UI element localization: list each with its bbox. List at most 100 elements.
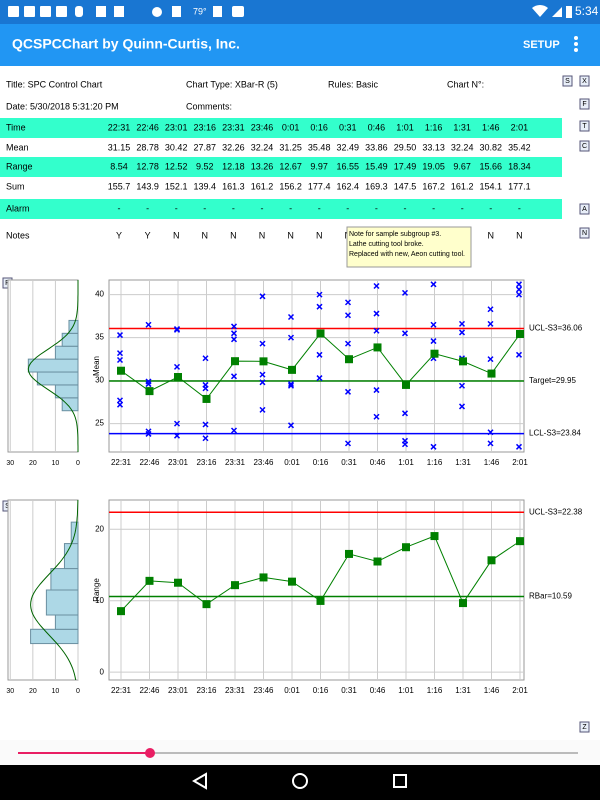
table-cell: N [316,230,323,240]
table-cell: - [461,203,464,213]
x-tick-label: 23:31 [225,686,246,695]
data-marker [516,330,524,339]
note-text: Lathe cutting tool broke. [349,241,424,248]
recents-button[interactable] [393,774,407,788]
setup-button[interactable]: SETUP [523,39,560,51]
table-cell: 17.49 [394,161,417,171]
sample-point [316,375,323,382]
overflow-menu[interactable] [574,36,578,52]
x-tick-label: 23:46 [253,686,274,695]
sample-point [173,420,181,427]
x-tick-label: 2:01 [512,458,528,467]
table-cell: 32.49 [337,142,360,152]
y-tick-label: 40 [95,290,104,299]
data-marker [202,394,211,403]
data-marker [459,599,467,608]
table-cell: - [289,203,292,213]
sample-point [458,320,466,327]
sample-point [344,340,352,347]
sample-point [116,350,124,357]
toggle-button[interactable] [579,203,590,215]
toggle-button[interactable] [579,721,590,733]
x-tick-label: 0:01 [284,686,300,695]
sample-point [202,421,209,428]
table-cell: 143.9 [136,181,159,191]
control-limit-label: UCL-S3=36.06 [529,324,583,333]
sample-point [287,381,295,388]
table-cell: 12.18 [222,161,245,171]
table-cell: 19.05 [422,161,445,171]
data-marker [259,573,268,582]
row-label: Time [6,122,26,132]
table-cell: 12.67 [279,161,302,171]
table-cell: 177.1 [508,181,531,191]
sample-point [487,440,494,447]
x-tick-label: 22:31 [111,458,132,467]
table-cell: 9.97 [310,161,328,171]
rules-info: Rules: Basic [328,79,379,89]
sample-point [145,430,152,437]
y-tick-label: 35 [95,333,104,342]
toggle-button[interactable] [579,227,590,239]
sample-point [401,410,409,417]
x-tick-label: 23:31 [225,458,246,467]
histogram-bar [27,358,79,373]
x-tick-label: 22:46 [139,686,160,695]
x-tick-label: 23:16 [196,686,217,695]
table-cell: 9.67 [453,161,471,171]
table-cell: - [432,203,435,213]
sample-point [259,340,266,347]
histogram-bar [54,384,79,399]
toggle-label: T [582,123,587,130]
sample-point [287,334,295,341]
sample-point [287,382,295,389]
x-tick-label: 1:46 [484,458,500,467]
toggle-button[interactable] [579,75,590,87]
data-marker [373,557,382,566]
data-marker [487,369,496,378]
table-cell: 35.42 [508,142,531,152]
slider-thumb[interactable] [145,748,155,758]
data-marker [145,387,154,396]
data-marker [174,373,182,382]
home-button[interactable] [292,773,308,789]
y-axis-label: Mean [92,356,101,376]
sample-point [202,381,209,388]
sample-point [344,388,352,395]
histogram-bar [63,543,79,570]
table-cell: 30.42 [165,142,188,152]
table-cell: 154.1 [480,181,503,191]
histogram-bar [50,568,79,591]
table-cell: 23:16 [194,122,217,132]
sample-point [373,387,380,394]
x-tick-label: 0:16 [313,686,329,695]
table-cell: Y [145,230,151,240]
table-cell: 32.24 [251,142,274,152]
table-cell: - [175,203,178,213]
x-tick-label: 1:31 [455,458,471,467]
sample-point [373,413,380,420]
sample-point [287,422,295,429]
sample-point [373,327,380,334]
x-tick-label: 1:31 [455,686,471,695]
row-label: Range [6,161,33,171]
sample-point [173,432,181,439]
table-cell: 161.2 [451,181,474,191]
table-cell: 22:46 [136,122,159,132]
sample-point [373,310,380,317]
control-limit-label: RBar=10.59 [529,592,572,601]
table-cell: 1:31 [453,122,471,132]
table-cell: 23:46 [251,122,274,132]
comments-info: Comments: [186,101,232,111]
histogram-tick-label: 30 [6,460,14,467]
toggle-button[interactable] [579,140,590,152]
back-button[interactable] [192,772,207,790]
toggle-button[interactable] [579,120,590,132]
toggle-button[interactable] [562,75,573,87]
status-icons [8,4,572,18]
toggle-button[interactable] [579,98,590,110]
status-bar [0,0,600,24]
table-cell: 23:01 [165,122,188,132]
table-cell: 22:31 [108,122,131,132]
